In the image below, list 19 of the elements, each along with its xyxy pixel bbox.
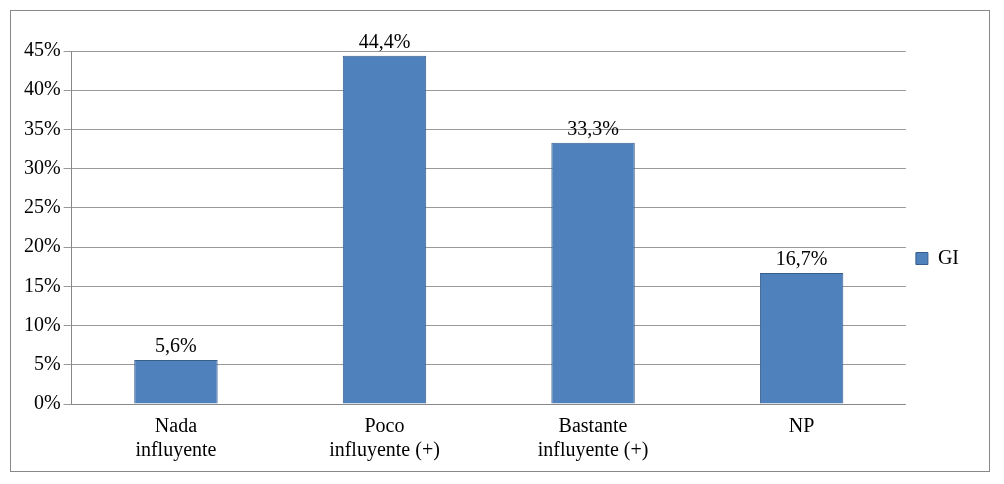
y-tick-label: 30%: [23, 155, 61, 178]
data-label: 16,7%: [775, 247, 828, 270]
y-tick-label: 45%: [23, 38, 61, 61]
y-tick-label: 15%: [23, 273, 61, 296]
y-tick-label: 35%: [23, 116, 61, 139]
x-tick-label: Bastante influyente (+): [537, 414, 649, 462]
data-label: 33,3%: [567, 117, 619, 140]
x-tick-label: NP: [788, 414, 815, 437]
data-label: 44,4%: [358, 29, 411, 52]
y-tick-label: 5%: [33, 352, 61, 375]
y-tick-label: 25%: [23, 195, 61, 218]
y-tick-label: 0%: [33, 391, 61, 414]
y-tick-label: 10%: [23, 312, 61, 335]
y-tick-label: 40%: [23, 77, 61, 100]
legend-label: GI: [937, 245, 960, 268]
data-label: 5,6%: [155, 334, 197, 357]
x-tick-label: Poco influyente (+): [329, 414, 440, 462]
y-tick-label: 20%: [23, 234, 61, 257]
x-tick-label: Nada influyente: [135, 414, 217, 462]
